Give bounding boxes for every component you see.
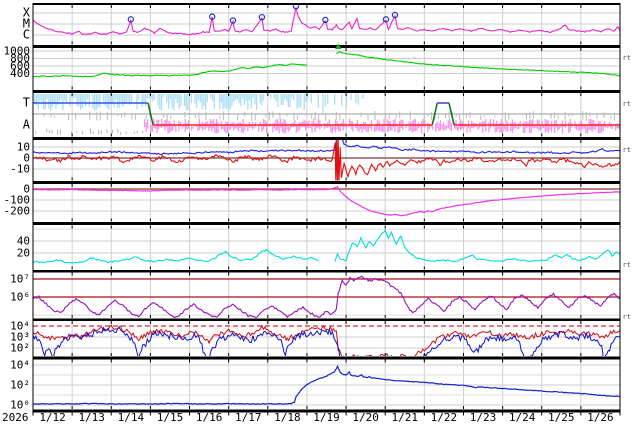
x-tick-label: 1/17 <box>235 411 262 424</box>
x-tick-label: 1/26 <box>587 411 614 424</box>
x-tick-label: 1/21 <box>392 411 419 424</box>
right-unit-label: rt <box>623 100 631 108</box>
right-unit-label: rt <box>623 54 631 62</box>
panel-divider <box>33 409 620 413</box>
y-axis-label-xray-flux: C <box>23 28 30 42</box>
x-tick-label: 1/13 <box>78 411 105 424</box>
y-axis-label-electron-flux: 10⁶ <box>10 291 30 304</box>
panel-density <box>33 225 620 270</box>
panel-xray-flux <box>33 5 620 45</box>
x-tick-label: 1/18 <box>274 411 301 424</box>
y-axis-label-solar-wind-speed: 400 <box>10 67 30 80</box>
x-tick-label: 1/24 <box>509 411 536 424</box>
x-tick-label: 1/25 <box>548 411 575 424</box>
y-axis-label-dst: -100 <box>4 194 31 207</box>
panel-proton-flux <box>33 321 620 356</box>
panel-divider <box>33 222 620 225</box>
panel-imf <box>33 140 620 181</box>
x-tick-label: 1/23 <box>470 411 497 424</box>
y-axis-label-proton-flux: 10³ <box>10 331 30 344</box>
panel-divider <box>33 270 620 273</box>
y-axis-label-solar-wind-speed: 600 <box>10 60 30 73</box>
flare-peak-markers <box>127 5 399 24</box>
y-axis-label-density: 40 <box>17 235 30 248</box>
right-unit-label: rt <box>623 261 631 269</box>
panel-electron-flux <box>33 272 620 318</box>
y-axis-label-solar-wind-speed: 1000 <box>4 45 31 58</box>
right-unit-label: rt <box>623 146 631 154</box>
series-wind-speed <box>33 50 620 78</box>
y-axis-label-electron-flux: 10⁷ <box>10 273 30 286</box>
x-tick-label: 1/14 <box>118 411 145 424</box>
y-axis-label-imf: -10 <box>10 163 30 176</box>
panel-divider <box>33 181 620 184</box>
panel-solar-wind-speed <box>33 48 620 90</box>
panel-divider <box>33 3 620 5</box>
series-proton-high <box>33 326 620 356</box>
x-tick-label: 1/20 <box>352 411 379 424</box>
y-axis-label-proton-flux: 10⁴ <box>10 320 30 333</box>
series-proton-event-flux <box>33 364 620 405</box>
x-tick-label: 1/12 <box>39 411 66 424</box>
y-axis-label-dst: 0 <box>23 183 30 196</box>
series-condition-drop <box>147 102 154 126</box>
y-axis-label-integral-proton-flux: 10² <box>10 379 30 392</box>
panel-storm-condition <box>33 93 620 137</box>
panel-divider <box>33 90 620 93</box>
x-tick-label: 1/15 <box>157 411 184 424</box>
panel-divider <box>33 356 620 360</box>
y-axis-label-storm-condition: A <box>23 118 31 132</box>
y-axis-label-dst: -200 <box>4 205 31 218</box>
panel-divider <box>33 137 620 140</box>
y-axis-label-xray-flux: M <box>23 17 30 31</box>
series-condition-bump-sides <box>431 102 455 126</box>
y-axis-label-solar-wind-speed: 800 <box>10 52 30 65</box>
y-axis-label-imf: 0 <box>23 152 30 165</box>
y-axis-label-xray-flux: X <box>23 6 31 20</box>
event-marker <box>335 43 342 49</box>
x-tick-label: 1/16 <box>196 411 223 424</box>
x-tick-label: 1/19 <box>313 411 340 424</box>
series-imf-bz <box>33 140 620 181</box>
series-goes-xray <box>33 7 620 36</box>
y-axis-label-integral-proton-flux: 10⁰ <box>10 399 30 412</box>
x-tick-label: 1/22 <box>431 411 458 424</box>
y-axis-label-imf: 10 <box>17 141 30 154</box>
series-imf-bt <box>33 140 620 156</box>
series-dst-index <box>33 186 620 217</box>
panel-dst <box>33 184 620 222</box>
series-electron-2mev <box>33 275 620 318</box>
panel-integral-proton-flux <box>33 359 620 409</box>
y-axis-label-density: 20 <box>17 247 30 260</box>
panel-divider <box>33 318 620 321</box>
x-axis-year-label: 2026 <box>2 411 29 424</box>
series-proton-low <box>33 324 620 356</box>
series-proton-density <box>33 228 620 264</box>
y-axis-label-storm-condition: T <box>23 96 30 110</box>
panel-divider <box>33 45 620 48</box>
y-axis-label-proton-flux: 10² <box>10 342 30 355</box>
y-axis-label-integral-proton-flux: 10⁴ <box>10 359 30 372</box>
right-unit-label: rt <box>623 313 631 321</box>
